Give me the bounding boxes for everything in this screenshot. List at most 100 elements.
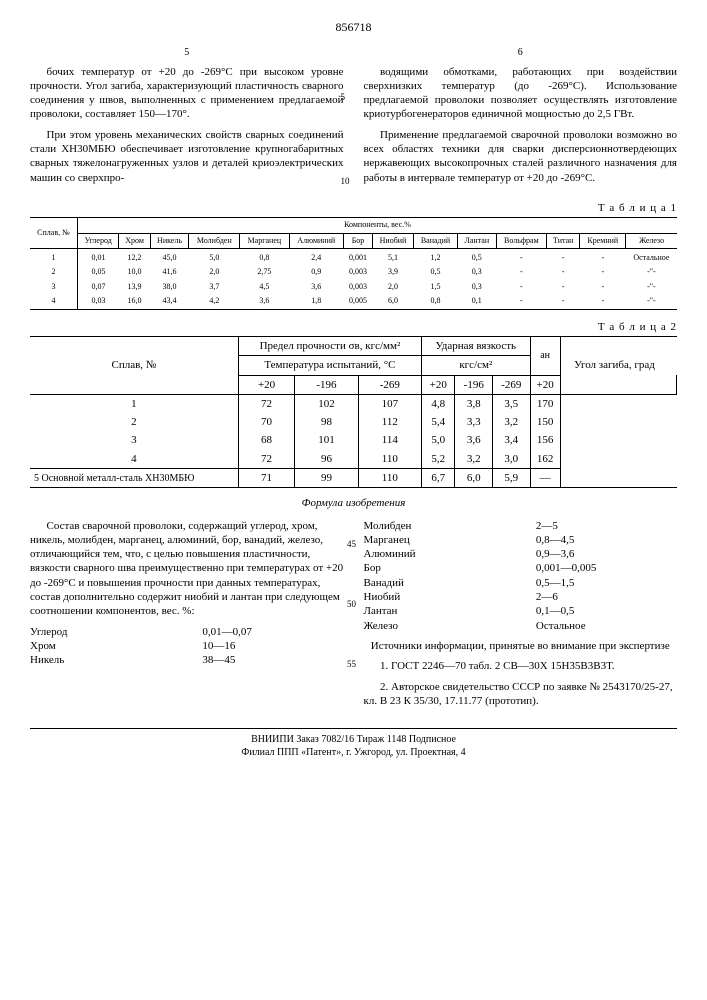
para-r1: водящими обмотками, работающих при возде… — [364, 65, 678, 122]
t1-cell: 0,1 — [458, 294, 496, 309]
t2-cell: 72 — [238, 450, 294, 469]
t1-row-0: 10,0112,245,05,00,82,40,0015,11,20,5---О… — [30, 249, 677, 266]
t1-h-11: Вольфрам — [496, 233, 547, 248]
t1-cell: 41,6 — [150, 265, 189, 279]
t1-row-3: 40,0316,043,44,23,61,80,0056,00,80,1----… — [30, 294, 677, 309]
t1-cell: 2,4 — [289, 249, 343, 266]
sources-title: Источники информации, принятые во вниман… — [364, 639, 678, 653]
t2-cell: 3,5 — [493, 394, 531, 413]
t2-cell: 114 — [358, 431, 421, 449]
t1-cell: 1,8 — [289, 294, 343, 309]
t2-cell: 150 — [530, 413, 560, 431]
comp-list-left: УглеродХромНикель 0,01—0,0710—1638—45 — [30, 625, 344, 668]
t2-h1c: Угол загиба, град — [560, 336, 668, 394]
comp-entry: 0,9—3,6 — [536, 547, 677, 561]
comp-entry: 0,5—1,5 — [536, 576, 677, 590]
t1-h-5: Марганец — [240, 233, 289, 248]
t1-cell: 16,0 — [119, 294, 150, 309]
t1-cell: 1,5 — [413, 280, 457, 294]
t1-cell: 5,0 — [189, 249, 240, 266]
t2-row-5: 5 Основной металл-сталь ХН30МБЮ71991106,… — [30, 468, 677, 487]
comp-entry: Никель — [30, 653, 202, 667]
t2-cell: 112 — [358, 413, 421, 431]
t1-cell: - — [496, 249, 547, 266]
comp-entry: Остальное — [536, 619, 677, 633]
t2-cell: 5,4 — [422, 413, 455, 431]
t2-cell: 3,0 — [493, 450, 531, 469]
t1-cell: 0,9 — [289, 265, 343, 279]
t2-row-0: 1721021074,83,83,5170 — [30, 394, 677, 413]
t1-h-3: Никель — [150, 233, 189, 248]
t2-cell: 68 — [238, 431, 294, 449]
t1-cell: 3,9 — [373, 265, 414, 279]
para-r2: Применение предлагаемой сварочной провол… — [364, 128, 678, 185]
t2-temp-2: -269 — [358, 375, 421, 394]
line-num-10: 10 — [341, 176, 350, 188]
t2-cell: 6,7 — [422, 468, 455, 487]
comp-entry: Хром — [30, 639, 202, 653]
t1-cell: 0,03 — [77, 294, 119, 309]
t1-cell: 3,7 — [189, 280, 240, 294]
t1-cell: 13,9 — [119, 280, 150, 294]
t1-cell: -"- — [626, 294, 677, 309]
t2-row5-label: 5 Основной металл-сталь ХН30МБЮ — [30, 468, 238, 487]
t2-cell: 3,8 — [455, 394, 493, 413]
t1-h-7: Бор — [343, 233, 372, 248]
t2-cell: 6,0 — [455, 468, 493, 487]
t1-cell: 5,1 — [373, 249, 414, 266]
comp-entry: 0,8—4,5 — [536, 533, 677, 547]
t2-cell: 3,3 — [455, 413, 493, 431]
t2-cell: 99 — [295, 468, 358, 487]
t2-cell: 5,9 — [493, 468, 531, 487]
t2-cell: 107 — [358, 394, 421, 413]
col-num-right: 6 — [364, 46, 678, 59]
t2-cell: 3 — [30, 431, 238, 449]
t1-cell: 0,8 — [240, 249, 289, 266]
t2-cell: 71 — [238, 468, 294, 487]
t1-cell: 4,5 — [240, 280, 289, 294]
t1-h-1: Углерод — [77, 233, 119, 248]
t1-cell: 2,0 — [373, 280, 414, 294]
t1-cell: 2,0 — [189, 265, 240, 279]
t2-h1b: Ударная вязкость — [422, 336, 531, 355]
t2-cell: — — [530, 468, 560, 487]
t2-cell: 4,8 — [422, 394, 455, 413]
t1-cell: 45,0 — [150, 249, 189, 266]
t1-cell: Остальное — [626, 249, 677, 266]
t2-temp-0: +20 — [238, 375, 294, 394]
t2-cell: 1 — [30, 394, 238, 413]
t1-h-4: Молибден — [189, 233, 240, 248]
t2-cell: 3,6 — [455, 431, 493, 449]
comp-entry: Молибден — [364, 519, 536, 533]
t1-cell: - — [580, 249, 626, 266]
t2-temp-1: -196 — [295, 375, 358, 394]
t2-cell: 110 — [358, 468, 421, 487]
t2-cell: 98 — [295, 413, 358, 431]
t1-cell: - — [547, 265, 580, 279]
t2-temp-6: +20 — [530, 375, 560, 394]
t2-cell: 70 — [238, 413, 294, 431]
t1-cell: 0,005 — [343, 294, 372, 309]
t2-cell: 170 — [530, 394, 560, 413]
table1: Сплав, № Компоненты, вес.% УглеродХромНи… — [30, 217, 677, 309]
t1-h-9: Ванадий — [413, 233, 457, 248]
t1-h-8: Ниобий — [373, 233, 414, 248]
t1-h-10: Лантан — [458, 233, 496, 248]
comp-entry: 0,1—0,5 — [536, 604, 677, 618]
t1-cell: 2 — [30, 265, 77, 279]
comp-entry: 10—16 — [202, 639, 343, 653]
t2-temp-3: +20 — [422, 375, 455, 394]
para-l2: При этом уровень механических свойств св… — [30, 128, 344, 185]
t1-cell: 0,3 — [458, 280, 496, 294]
t2-cell: 5,0 — [422, 431, 455, 449]
table2-label: Т а б л и ц а 2 — [30, 320, 677, 334]
t2-cell: 101 — [295, 431, 358, 449]
source-1: 1. ГОСТ 2246—70 табл. 2 СВ—30Х 15Н35В3В3… — [364, 659, 678, 673]
text-columns: 5 10 5 бочих температур от +20 до -269°С… — [30, 46, 677, 191]
t2-cell: 3,2 — [493, 413, 531, 431]
t1-cell: - — [580, 280, 626, 294]
comp-entry: Лантан — [364, 604, 536, 618]
t1-cell: 1 — [30, 249, 77, 266]
t1-cell: 4 — [30, 294, 77, 309]
para-l1: бочих температур от +20 до -269°С при вы… — [30, 65, 344, 122]
